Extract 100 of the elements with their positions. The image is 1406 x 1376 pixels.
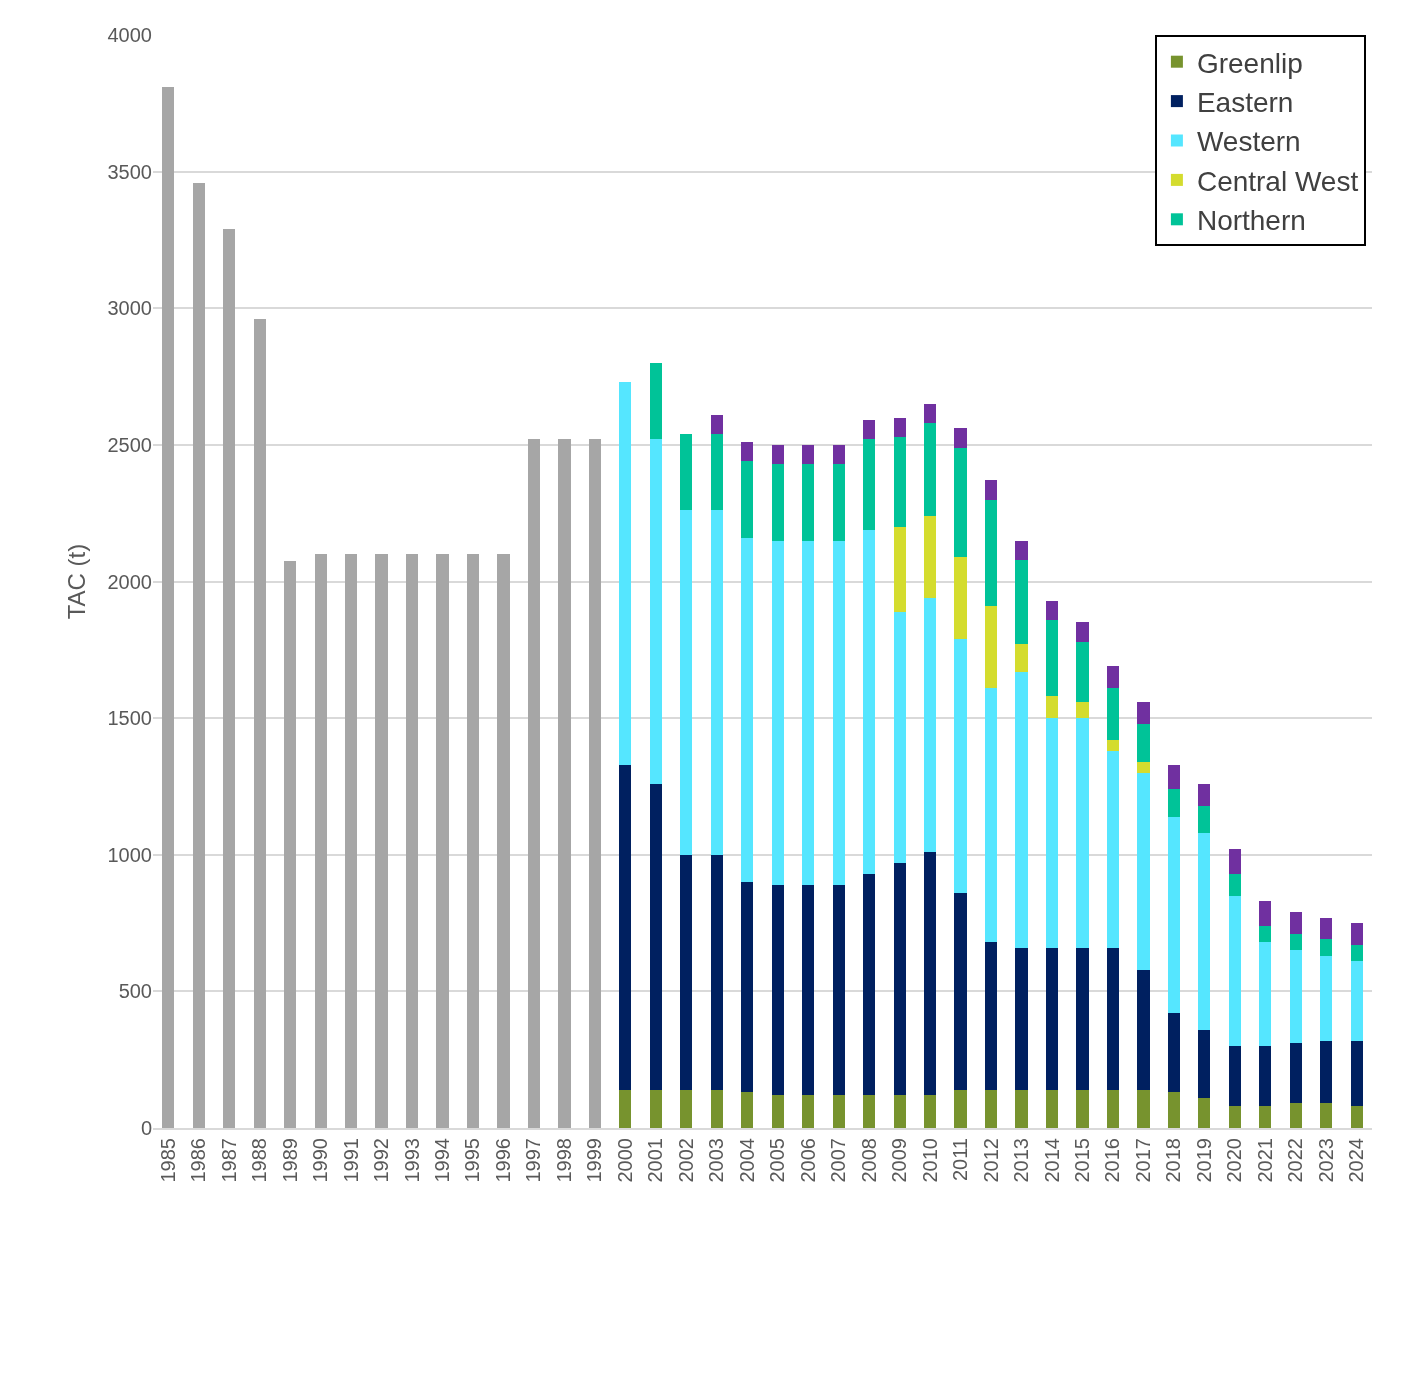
x-tick-label: 1985 <box>156 1138 179 1183</box>
bar <box>1106 750 1120 948</box>
bar <box>405 554 419 1128</box>
legend-label: Northern <box>1196 205 1306 237</box>
bar <box>863 439 876 530</box>
y-tick-label: 2000 <box>107 570 152 593</box>
bar <box>924 515 937 598</box>
bar <box>527 439 541 1128</box>
bar <box>1167 1092 1181 1128</box>
x-tick-label: 1986 <box>187 1138 210 1183</box>
bar <box>375 554 388 1128</box>
x-tick-label: 2020 <box>1223 1138 1246 1183</box>
bar <box>680 1089 693 1128</box>
bar <box>954 638 967 894</box>
bar <box>1228 849 1241 874</box>
y-tick-label: 3000 <box>107 297 152 320</box>
x-tick-label: 1999 <box>583 1138 606 1183</box>
bar <box>1015 671 1028 948</box>
bar <box>1228 1046 1241 1107</box>
y-tick-label: 3500 <box>107 160 152 183</box>
y-tick-label: 1000 <box>107 843 152 866</box>
bar <box>1076 718 1089 948</box>
x-tick-label: 2009 <box>888 1138 911 1183</box>
bar <box>649 783 662 1090</box>
bar <box>223 229 236 1128</box>
bar <box>1015 947 1028 1090</box>
bar <box>1045 947 1059 1090</box>
x-tick-label: 1991 <box>339 1138 362 1183</box>
bar <box>1137 723 1150 762</box>
x-tick-label: 1993 <box>400 1138 423 1183</box>
bar <box>924 852 937 1096</box>
bar <box>1198 1029 1211 1098</box>
y-tick-label: 1500 <box>107 707 152 730</box>
x-tick-label: 2013 <box>1010 1138 1033 1183</box>
bar <box>741 537 754 883</box>
bar <box>649 362 662 440</box>
bar <box>863 873 876 1096</box>
bar <box>1350 961 1363 1041</box>
x-tick-label: 2021 <box>1253 1138 1276 1183</box>
bar <box>1137 772 1150 970</box>
x-tick-label: 1996 <box>491 1138 514 1183</box>
bar <box>162 86 175 1128</box>
bar <box>466 554 480 1128</box>
x-tick-label: 1990 <box>309 1138 332 1183</box>
bar <box>741 882 754 1093</box>
bar <box>619 1089 632 1128</box>
bar <box>1289 1043 1302 1104</box>
bar <box>771 884 784 1096</box>
x-tick-label: 1988 <box>248 1138 271 1183</box>
x-tick-label: 2018 <box>1162 1138 1185 1183</box>
bar <box>893 526 906 612</box>
bar <box>893 862 906 1096</box>
bar <box>192 182 205 1128</box>
bar <box>771 540 784 885</box>
x-tick-label: 2002 <box>674 1138 697 1183</box>
bar <box>558 439 571 1128</box>
bar <box>314 554 327 1128</box>
bar <box>771 464 784 541</box>
bar <box>1198 1097 1211 1128</box>
bar <box>1320 1040 1333 1104</box>
bar <box>802 540 815 885</box>
bar <box>1045 600 1059 620</box>
bar <box>741 461 754 538</box>
x-tick-label: 1992 <box>370 1138 393 1183</box>
bar <box>710 854 723 1090</box>
bar <box>832 1095 845 1128</box>
bar <box>344 554 358 1128</box>
bar <box>1015 644 1028 672</box>
bar <box>984 480 998 500</box>
bar <box>954 428 967 448</box>
bar <box>1320 939 1333 956</box>
x-tick-label: 2019 <box>1192 1138 1215 1183</box>
bar <box>1137 969 1150 1090</box>
bar <box>710 510 723 855</box>
bar <box>771 444 784 464</box>
bar <box>1015 540 1028 560</box>
bar <box>1106 1089 1120 1128</box>
x-tick-label: 2022 <box>1284 1138 1307 1183</box>
x-tick-label: 2007 <box>827 1138 850 1183</box>
bar <box>832 444 845 464</box>
bar <box>1198 805 1211 833</box>
bar <box>863 420 876 440</box>
bar <box>1289 950 1302 1044</box>
bar <box>1076 947 1089 1090</box>
x-tick-label: 1998 <box>552 1138 575 1183</box>
bar <box>863 529 876 874</box>
bar <box>619 382 632 765</box>
bar <box>497 554 510 1128</box>
x-tick-label: 1994 <box>431 1138 454 1183</box>
x-tick-label: 2005 <box>766 1138 789 1183</box>
bar <box>741 1092 754 1128</box>
bar <box>1015 559 1028 645</box>
bar <box>1106 688 1120 740</box>
legend-label: Central West <box>1196 165 1359 197</box>
bar <box>1320 917 1333 940</box>
bar <box>680 510 693 855</box>
x-tick-label: 2010 <box>918 1138 941 1183</box>
bar <box>1350 923 1363 945</box>
bar <box>893 1095 906 1128</box>
bar <box>1167 1013 1181 1093</box>
